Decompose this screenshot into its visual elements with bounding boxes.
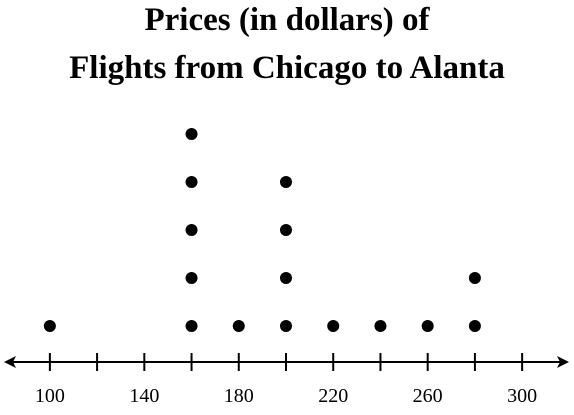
chart-title: Prices (in dollars) of [144,2,430,38]
dot [468,320,481,332]
chart-title: Flights from Chicago to Alanta [69,50,505,86]
dot [280,224,292,236]
dot [185,224,198,236]
dot [468,272,481,284]
dot [185,272,198,284]
x-tick-label: 300 [507,385,537,407]
x-tick-label: 220 [318,385,348,407]
axis-arrow [557,356,569,368]
dot [185,128,198,140]
dot [280,176,292,188]
x-tick-label: 140 [129,385,159,407]
dot [232,320,245,332]
x-tick-label: 100 [35,385,65,407]
dot [421,320,434,332]
dot [327,320,340,332]
x-tick-label: 180 [224,385,254,407]
axis-arrow [4,356,16,368]
dot [185,176,198,188]
x-tick-label: 260 [413,385,443,407]
dot [280,272,292,284]
dot [43,320,56,332]
dot [374,320,387,332]
dot [185,320,198,332]
dot [280,320,292,332]
